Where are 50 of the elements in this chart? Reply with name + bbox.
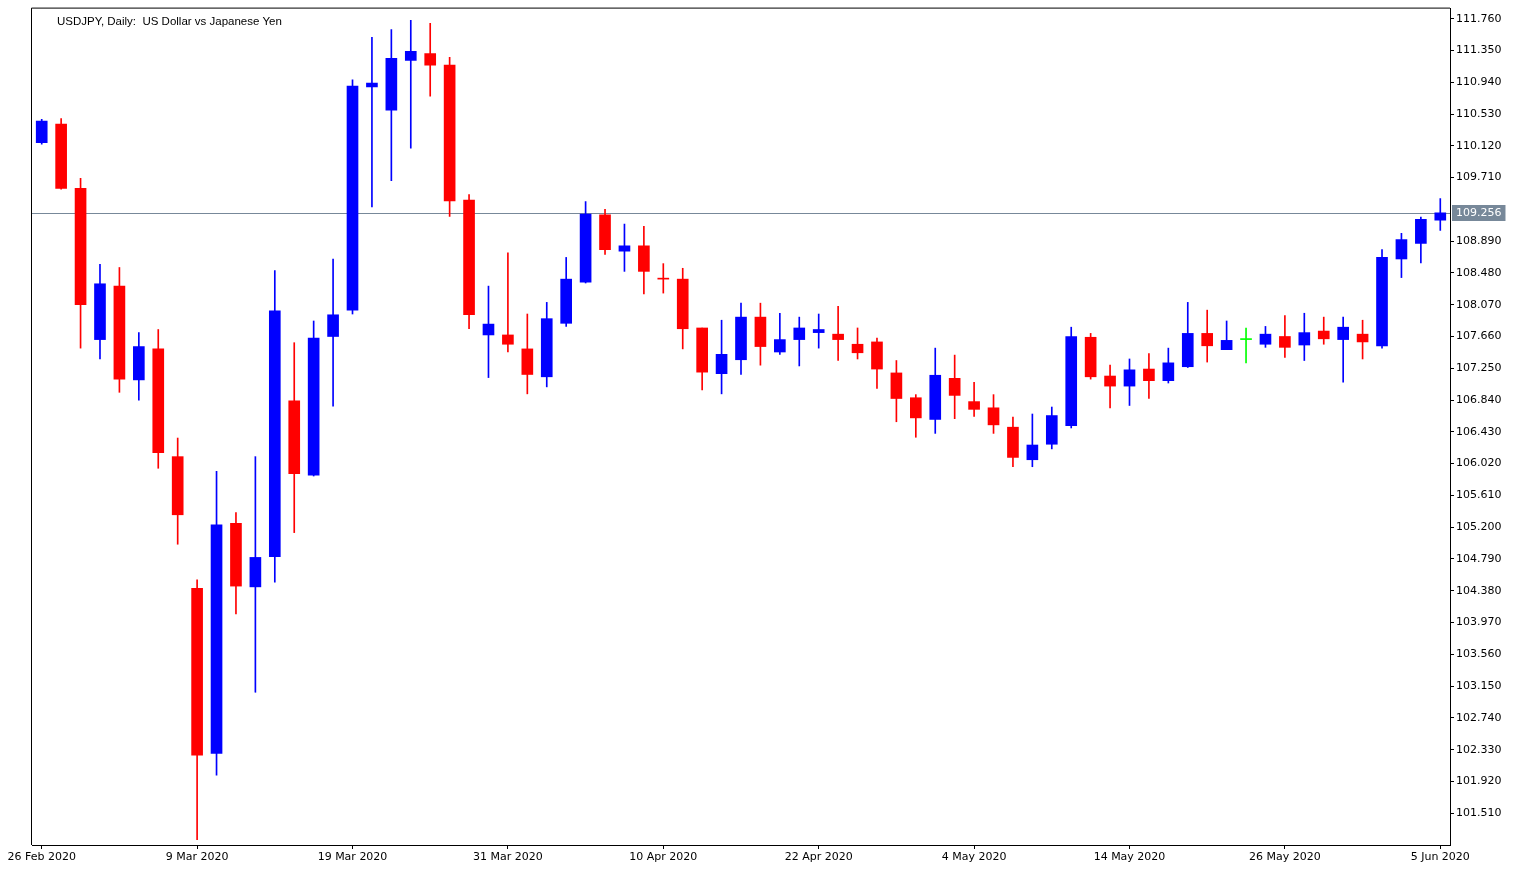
y-tick-label: 102.330	[1456, 742, 1502, 756]
x-tick-label: 9 Mar 2020	[165, 850, 229, 864]
candlestick	[1240, 327, 1252, 364]
y-tick-label: 110.940	[1456, 75, 1502, 89]
candlestick	[404, 19, 417, 149]
x-tick-label: 19 Mar 2020	[317, 850, 388, 864]
y-tick-label: 106.430	[1456, 424, 1502, 438]
y-tick-label: 108.480	[1456, 265, 1502, 279]
y-tick-label: 111.760	[1456, 11, 1502, 25]
y-tick-label: 103.970	[1456, 615, 1502, 629]
candlestick	[812, 313, 825, 349]
y-tick-label: 109.710	[1456, 170, 1502, 184]
y-tick-label: 106.020	[1456, 456, 1502, 470]
y-tick-label: 104.380	[1456, 583, 1502, 597]
x-tick-label: 22 Apr 2020	[784, 850, 853, 864]
x-tick-label: 4 May 2020	[941, 850, 1007, 864]
candlestick	[793, 316, 806, 367]
y-tick-label: 108.070	[1456, 297, 1502, 311]
candlestick	[1337, 316, 1349, 383]
candlestick	[968, 381, 980, 417]
y-tick-label: 104.790	[1456, 551, 1502, 565]
candlestick	[502, 252, 514, 353]
text: USDJPY, Daily: US Dollar vs Japanese Yen	[57, 14, 282, 27]
y-tick-label: 105.610	[1456, 488, 1502, 502]
candlestick	[1201, 309, 1214, 363]
y-tick-label: 105.200	[1456, 520, 1502, 534]
x-tick-label: 26 Feb 2020	[7, 850, 76, 864]
y-tick-label: 101.510	[1456, 806, 1502, 820]
candlestick	[832, 305, 844, 361]
y-tick-label: 107.250	[1456, 361, 1502, 375]
x-tick-label: 26 May 2020	[1249, 850, 1321, 864]
y-tick-label: 101.920	[1456, 774, 1502, 788]
y-tick-label: 111.350	[1456, 43, 1502, 57]
x-tick-label: 31 Mar 2020	[473, 850, 543, 864]
y-tick-label: 107.660	[1456, 329, 1502, 343]
x-tick-label: 14 May 2020	[1093, 850, 1166, 864]
y-tick-label: 110.120	[1456, 138, 1502, 152]
candlestick	[1104, 364, 1116, 409]
y-tick-label: 103.150	[1456, 678, 1502, 692]
y-tick-label: 110.530	[1456, 106, 1502, 120]
x-tick-label: 10 Apr 2020	[629, 850, 698, 864]
ref-line-label: 109.256	[1456, 206, 1502, 220]
y-tick-label: 108.890	[1456, 234, 1502, 248]
y-tick-label: 103.560	[1456, 647, 1502, 661]
candlestick	[327, 258, 339, 407]
candlestick	[366, 36, 378, 208]
y-tick-label: 102.740	[1456, 710, 1502, 724]
x-tick-label: 5 Jun 2020	[1410, 850, 1470, 864]
candlestick	[424, 23, 437, 97]
y-tick-label: 106.840	[1456, 392, 1502, 406]
